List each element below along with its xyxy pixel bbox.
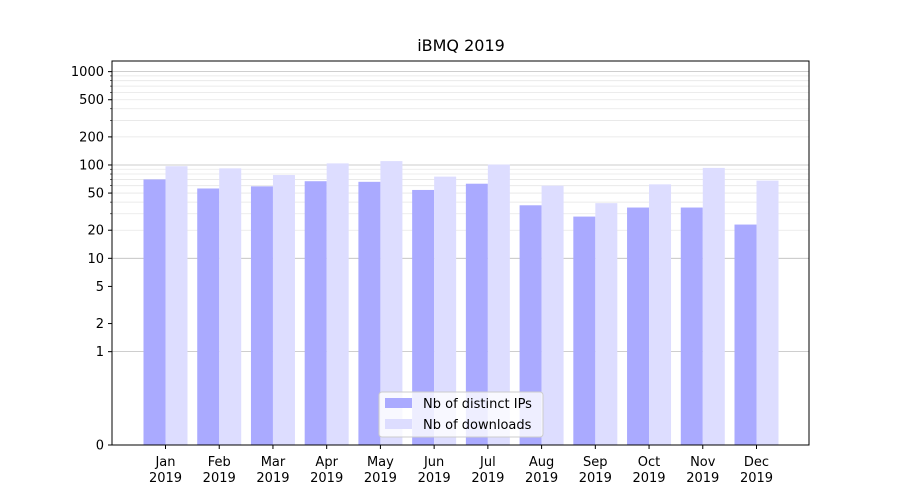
x-tick-label-month: Nov — [690, 455, 716, 470]
bar-distinct-ips — [627, 207, 650, 445]
x-tick-label-year: 2019 — [579, 471, 612, 486]
bar-downloads — [165, 166, 188, 446]
y-tick-label: 1 — [96, 345, 104, 360]
x-tick-label-year: 2019 — [471, 471, 504, 486]
y-tick-label: 50 — [87, 187, 104, 202]
y-tick-label: 5 — [96, 280, 104, 295]
x-tick-label-year: 2019 — [632, 471, 665, 486]
x-axis: Jan2019Feb2019Mar2019Apr2019May2019Jun20… — [149, 445, 773, 486]
x-tick-label-month: Jan — [154, 455, 175, 470]
legend-box — [378, 391, 544, 438]
bar-downloads — [756, 180, 779, 445]
bar-distinct-ips — [573, 216, 596, 445]
y-axis: 0 1 2 5 10 20 50 100 200 500 1000 — [71, 65, 112, 454]
bar-distinct-ips — [734, 224, 757, 445]
bar-distinct-ips — [197, 188, 220, 445]
x-tick-label-month: Sep — [583, 455, 608, 470]
chart-title: iBMQ 2019 — [417, 36, 505, 55]
x-tick-label-year: 2019 — [256, 471, 289, 486]
x-tick-label-month: Mar — [261, 455, 286, 470]
y-tick-label: 1000 — [71, 65, 104, 80]
x-tick-label-year: 2019 — [310, 471, 343, 486]
x-tick-label-month: Aug — [529, 455, 554, 470]
bar-distinct-ips — [519, 205, 542, 445]
x-tick-label-year: 2019 — [149, 471, 182, 486]
bar-downloads — [272, 175, 295, 445]
plot-frame — [111, 60, 810, 446]
x-tick-label-year: 2019 — [203, 471, 236, 486]
x-tick-label-month: Feb — [208, 455, 231, 470]
bar-downloads — [326, 163, 349, 446]
bar-downloads — [219, 168, 242, 445]
x-tick-label-year: 2019 — [418, 471, 451, 486]
bar-downloads — [380, 161, 403, 446]
y-tick-label: 20 — [87, 224, 104, 239]
x-tick-label-month: Oct — [638, 455, 660, 470]
x-tick-label-month: Jun — [423, 455, 444, 470]
y-tick-label: 100 — [79, 158, 104, 173]
y-tick-label: 500 — [79, 93, 104, 108]
bar-distinct-ips — [304, 181, 327, 446]
bar-distinct-ips — [358, 181, 381, 445]
bar-distinct-ips — [143, 179, 166, 445]
bar-downloads — [541, 185, 564, 445]
bar-distinct-ips — [680, 207, 703, 445]
bar-distinct-ips — [465, 183, 488, 445]
bar-downloads — [702, 167, 725, 446]
bars — [143, 161, 779, 446]
y-tick-label: 0 — [96, 439, 104, 454]
bar-distinct-ips — [412, 189, 435, 445]
bar-downloads — [595, 203, 618, 445]
bar-downloads — [487, 164, 510, 445]
x-tick-label-year: 2019 — [364, 471, 397, 486]
y-tick-label: 200 — [79, 130, 104, 145]
x-tick-label-year: 2019 — [686, 471, 719, 486]
x-tick-label-month: Apr — [315, 455, 338, 470]
legend-label: Nb of downloads — [423, 418, 532, 433]
x-tick-label-month: May — [367, 455, 394, 470]
bar-distinct-ips — [250, 186, 273, 445]
legend-swatch — [385, 419, 412, 429]
x-tick-label-year: 2019 — [525, 471, 558, 486]
legend: Nb of distinct IPs Nb of downloads — [378, 391, 544, 438]
legend-swatch — [385, 398, 412, 408]
x-tick-label-year: 2019 — [740, 471, 773, 486]
bar-downloads — [649, 184, 672, 445]
bar-downloads — [434, 176, 457, 445]
x-tick-label-month: Dec — [744, 455, 769, 470]
x-tick-label-month: Jul — [479, 455, 496, 470]
y-tick-label: 10 — [87, 252, 104, 267]
y-tick-label: 2 — [96, 317, 104, 332]
legend-label: Nb of distinct IPs — [423, 397, 532, 412]
